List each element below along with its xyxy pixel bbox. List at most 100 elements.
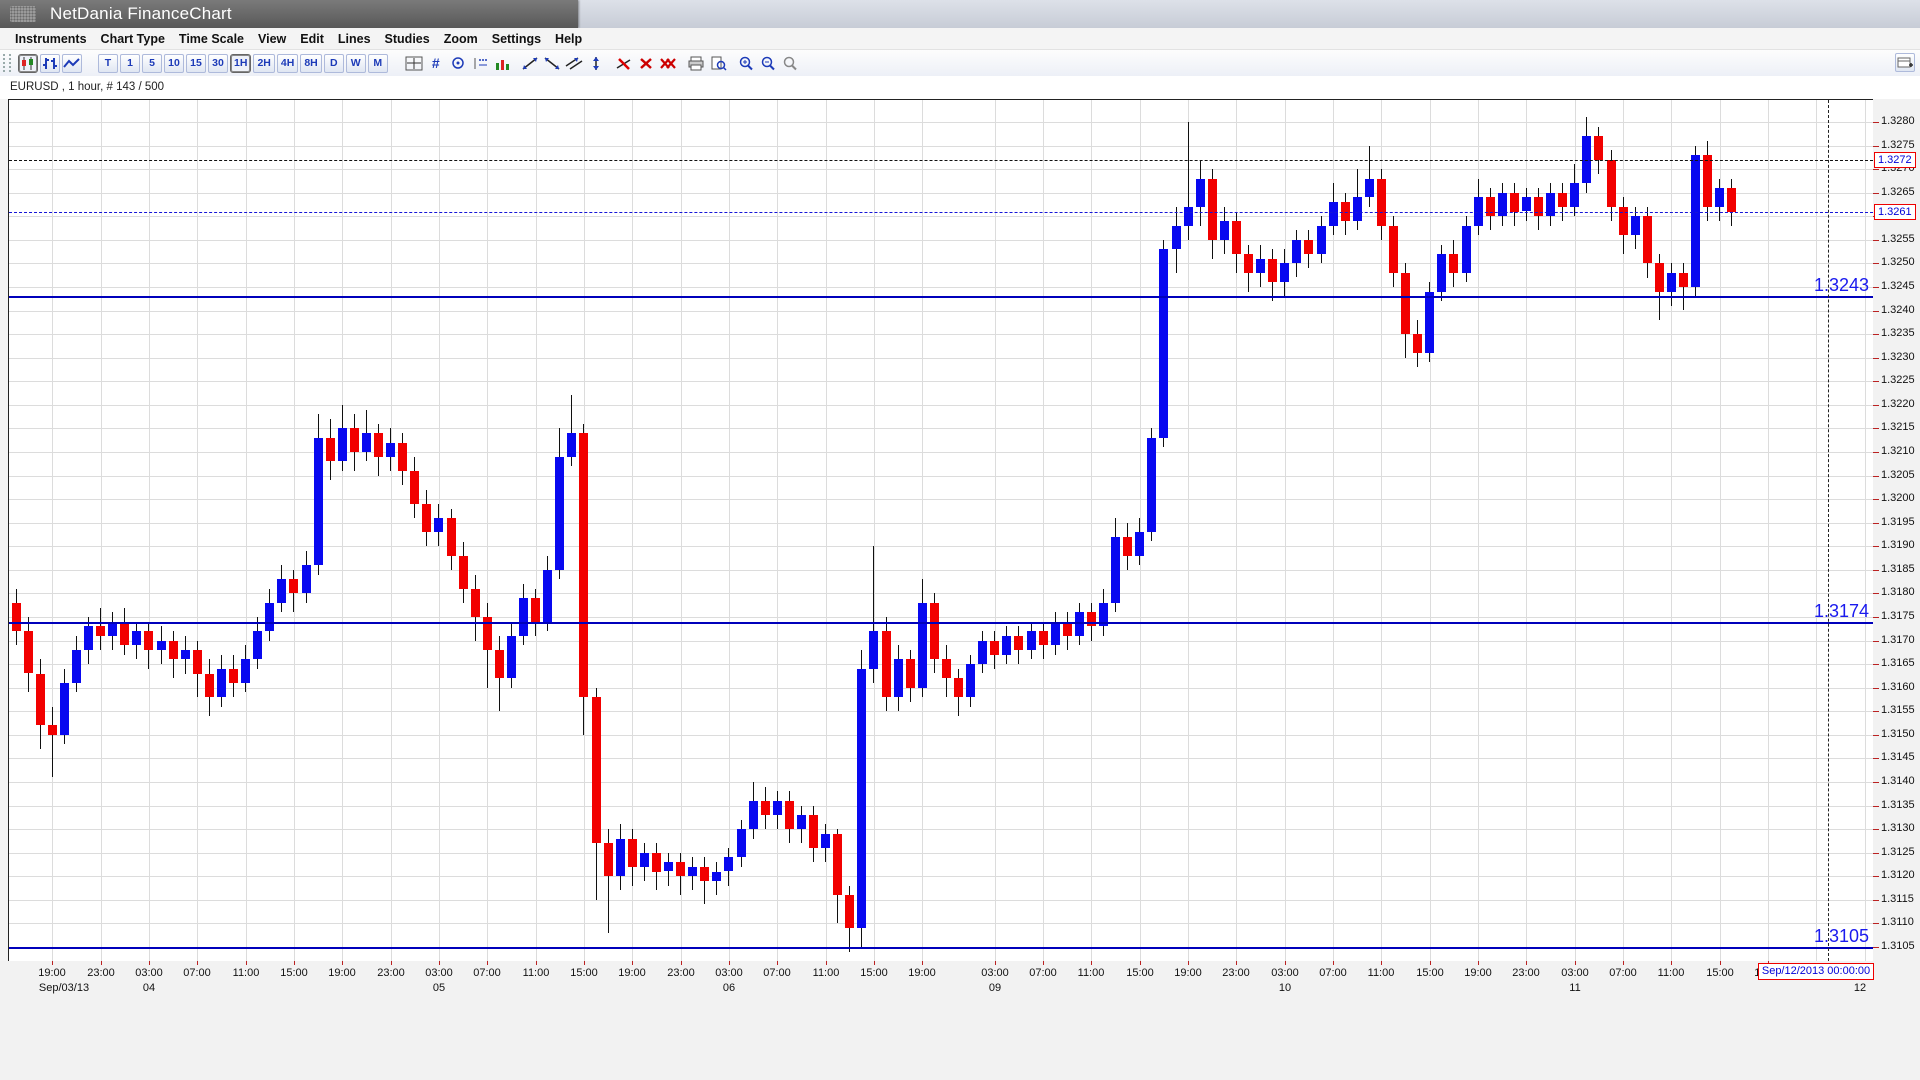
candle-body-up	[567, 433, 577, 457]
timeframe-button-30[interactable]: 30	[208, 53, 228, 73]
time-axis[interactable]: 19:00 23:00 03:00 07:00 11:00 15:00 19:00 23:00…	[0, 961, 1920, 1080]
timeframe-button-w[interactable]: W	[345, 53, 366, 73]
candle-body-down	[1207, 178, 1217, 240]
time-tick	[101, 961, 102, 965]
horizontal-support-line[interactable]	[9, 622, 1873, 624]
volume-study-button[interactable]	[492, 54, 512, 73]
candlestick-chart-button[interactable]	[18, 53, 38, 73]
menu-item-settings[interactable]: Settings	[491, 31, 542, 46]
dashed-level-line[interactable]	[9, 160, 1873, 161]
timeframe-label: 30	[212, 57, 224, 69]
candle-body-up	[1715, 188, 1725, 207]
candle-body-up	[1473, 197, 1483, 226]
remove-line-button[interactable]	[614, 54, 634, 73]
candle-wick	[571, 395, 573, 467]
trendline-down-button[interactable]	[542, 54, 562, 73]
menu-item-edit[interactable]: Edit	[300, 31, 324, 46]
horizontal-gridline	[9, 853, 1873, 854]
time-tick	[52, 961, 53, 965]
candle-body-up	[1437, 254, 1447, 292]
timeframe-label: 5	[149, 57, 155, 69]
menu-item-view[interactable]: View	[258, 31, 287, 46]
candle-body-down	[990, 640, 1000, 655]
horizontal-support-line[interactable]	[9, 947, 1873, 949]
candle-body-down	[809, 815, 818, 848]
horizontal-gridline	[9, 428, 1873, 429]
candle-body-up	[1425, 291, 1435, 353]
timeframe-button-1[interactable]: 1	[120, 53, 140, 73]
remove-all-button[interactable]	[658, 54, 678, 73]
time-tick-label: 07:00	[473, 967, 501, 979]
time-tick-label: 19:00	[328, 967, 356, 979]
vertical-gridline	[342, 100, 343, 961]
horizontal-gridline	[9, 358, 1873, 359]
trendline-parallel-button[interactable]	[564, 54, 584, 73]
time-tick	[487, 961, 488, 965]
crosshair-tool-button[interactable]	[404, 54, 424, 73]
timeframe-button-1h[interactable]: 1H	[230, 53, 252, 73]
price-tick	[1873, 240, 1879, 241]
candle-body-up	[1328, 202, 1338, 226]
menu-item-lines[interactable]: Lines	[337, 31, 371, 46]
data-label-button[interactable]	[470, 54, 490, 73]
menu-item-zoom[interactable]: Zoom	[443, 31, 478, 46]
time-tick	[777, 961, 778, 965]
timeframe-button-d[interactable]: D	[323, 53, 344, 73]
candle-body-down	[446, 518, 456, 556]
timeframe-button-8h[interactable]: 8H	[300, 53, 322, 73]
title-bar: NetDania FinanceChart	[0, 0, 1920, 28]
timeframe-button-2h[interactable]: 2H	[253, 53, 275, 73]
horizontal-gridline	[9, 523, 1873, 524]
print-button[interactable]	[686, 54, 706, 73]
zoom-in-button[interactable]	[736, 54, 756, 73]
timeframe-button-10[interactable]: 10	[164, 53, 184, 73]
horizontal-support-line[interactable]	[9, 296, 1873, 298]
time-tick-label: 03:00	[1561, 967, 1589, 979]
price-tick	[1873, 381, 1879, 382]
candle-body-down	[1389, 225, 1398, 273]
timeframe-button-5[interactable]: 5	[142, 53, 162, 73]
timeframe-button-4h[interactable]: 4H	[276, 53, 299, 73]
add-panel-button[interactable]	[1895, 53, 1915, 72]
toolbar-drag-handle[interactable]	[3, 54, 11, 72]
info-marker-button[interactable]	[448, 54, 468, 73]
time-tick-label: 03:00	[715, 967, 743, 979]
candle-body-down	[289, 579, 299, 594]
candlestick-plot-area[interactable]: 1.3243 1.3174 1.3105	[8, 99, 1874, 962]
title-bar-active-area[interactable]: NetDania FinanceChart	[0, 0, 578, 28]
menu-item-help[interactable]: Help	[555, 31, 583, 46]
price-tick-label: 1.3125	[1881, 846, 1915, 858]
menu-item-chart-type[interactable]: Chart Type	[100, 31, 165, 46]
price-axis[interactable]: 1.3105 1.3110 1.3115 1.3120 1.3125 1.3130 1.31…	[1873, 99, 1920, 962]
trendline-vertical-button[interactable]	[586, 54, 606, 73]
timeframe-button-m[interactable]: M	[367, 53, 388, 73]
trendline-vertical-icon	[587, 56, 605, 71]
candle-body-up	[71, 650, 81, 683]
timeframe-button-15[interactable]: 15	[186, 53, 206, 73]
horizontal-gridline	[9, 829, 1873, 830]
timeframe-label: 1H	[234, 57, 248, 69]
vertical-gridline	[1285, 100, 1286, 961]
time-tick	[729, 961, 730, 965]
horizontal-gridline	[9, 735, 1873, 736]
zoom-out-button[interactable]	[758, 54, 778, 73]
candle-body-down	[35, 673, 45, 726]
timeframe-button-t[interactable]: T	[98, 53, 118, 73]
future-date-line[interactable]	[1828, 100, 1829, 961]
grid-hash-button[interactable]: #	[426, 54, 446, 73]
menu-item-time-scale[interactable]: Time Scale	[178, 31, 245, 46]
vertical-gridline	[1043, 100, 1044, 961]
time-tick-label: 07:00	[183, 967, 211, 979]
menu-item-instruments[interactable]: Instruments	[15, 31, 87, 46]
candle-body-down	[591, 697, 601, 844]
ohlc-bars-button[interactable]	[40, 53, 60, 73]
remove-selected-button[interactable]	[636, 54, 656, 73]
menu-item-studies[interactable]: Studies	[384, 31, 430, 46]
zoom-reset-button[interactable]	[780, 54, 800, 73]
line-chart-button[interactable]	[62, 53, 82, 73]
trendline-up-button[interactable]	[520, 54, 540, 73]
level-label: 1.3243	[1813, 275, 1869, 295]
print-preview-button[interactable]	[708, 54, 728, 73]
candle-body-up	[1497, 192, 1507, 217]
